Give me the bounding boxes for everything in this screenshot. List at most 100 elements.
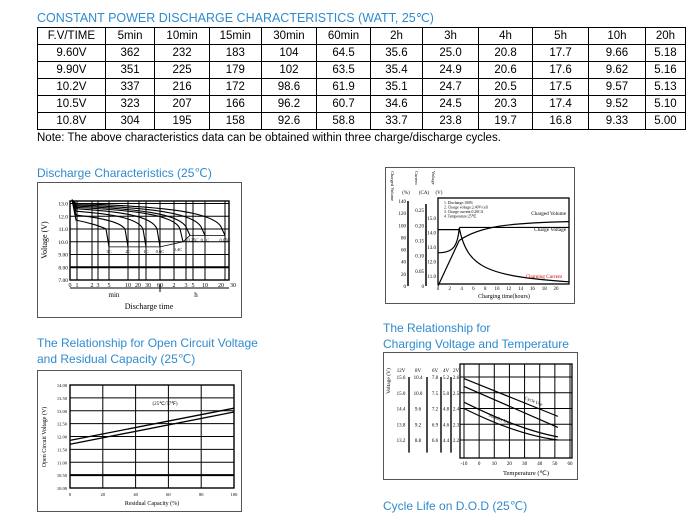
y-tick-label: 9.00 [58, 253, 68, 259]
y-tick-label: 8.00 [58, 265, 68, 271]
x-tick-label: 8 [484, 287, 487, 292]
table-cell: 98.6 [260, 78, 318, 96]
discharge-chart-svg: Voltage (V) Discharge time min h 0 1 2 3 5 10… [40, 199, 236, 311]
table-row: 10.2V 337 216 172 98.6 61.9 35.1 24.7 20.5 17.5 9.… [37, 78, 686, 96]
y-tick-label: 7.00 [58, 278, 68, 284]
x-tick-label: 10 [492, 462, 498, 467]
table-cell: 104 [260, 44, 318, 62]
table-cell: 216 [154, 78, 210, 96]
x-tick-label: 18 [542, 287, 548, 292]
table-row: 10.5V 323 207 166 96.2 60.7 34.6 24.5 20.3 17.4 9.… [37, 95, 686, 113]
table-cell: 179 [208, 61, 262, 79]
x-tick-label: 10 [125, 283, 131, 289]
x-tick-label: 2 [449, 287, 452, 292]
discharge-curve [71, 199, 147, 247]
x-axis-label: Charging time(hours) [478, 293, 530, 300]
table-cell: 5.13 [644, 78, 686, 96]
table-cell: 20.8 [478, 44, 534, 62]
cycle-use-lower [463, 385, 559, 428]
table-cell: 362 [104, 44, 156, 62]
discharge-curve [71, 199, 226, 236]
voltage-tick: 2.5 [453, 392, 460, 397]
temp-title-line2: Charging Voltage and Temperature [383, 337, 569, 351]
voltage-tick: 9.2 [415, 423, 422, 428]
axis-unit: (V) [436, 191, 443, 196]
voltage-tick: 2.4 [453, 408, 460, 413]
discharge-curve [71, 199, 206, 236]
x-tick-label: 20 [507, 462, 513, 467]
table-cell: 4h [478, 27, 534, 45]
table-cell: 63.5 [316, 61, 371, 79]
discharge-curve [71, 199, 129, 247]
voltage-tick: 4.8 [443, 408, 450, 413]
x-tick-label: 2 [173, 283, 176, 289]
y-tick-label: 12.0 [58, 214, 68, 220]
x-tick-label: 100 [231, 492, 239, 497]
x-tick-label: 40 [133, 492, 138, 497]
table-cell: 96.2 [260, 95, 318, 113]
x-tick-label: 80 [199, 492, 204, 497]
table-cell: 9.33 [588, 112, 646, 130]
x-tick-label: 20 [554, 287, 560, 292]
band-label: Cycle Use [524, 395, 543, 407]
x-tick-label: 14 [518, 287, 524, 292]
ocv-chart: Open Circuit Voltage (V) Residual Capaci… [37, 370, 242, 512]
axis-header: Voltage [431, 171, 436, 185]
column-header: 12V [397, 369, 406, 374]
voltage-tick: 10.0 [414, 392, 423, 397]
table-cell: 35.6 [369, 44, 424, 62]
voltage-tick: 14.4 [397, 408, 406, 413]
ocv-upper-line [69, 407, 235, 442]
x-tick-label: 60 [166, 492, 171, 497]
condition-text: 3. Charge current:0.20CA [444, 210, 484, 214]
table-cell: 172 [208, 78, 262, 96]
current-tick: 0 [422, 285, 425, 290]
y-tick-label: 10.00 [57, 486, 68, 491]
discharge-curve [71, 199, 191, 236]
table-cell: 20.5 [478, 78, 534, 96]
x-tick-label: 40 [537, 462, 543, 467]
table-cell: 61.9 [316, 78, 371, 96]
table-cell: 33.7 [369, 112, 424, 130]
series-label: Charge Voltage [534, 227, 567, 233]
curve-label: 0.4C [174, 247, 183, 252]
axis-unit: (%) [402, 191, 410, 196]
voltage-tick: 7.2 [432, 408, 439, 413]
table-cell: 24.9 [422, 61, 480, 79]
table-cell: 17.7 [532, 44, 590, 62]
table-cell: 5.16 [644, 61, 686, 79]
curve-label: 0.6C [156, 249, 165, 254]
column-header: 6V [432, 369, 439, 374]
current-tick: 0.15 [415, 239, 424, 244]
discharge-curve [71, 199, 110, 247]
table-cell: 5h [532, 27, 590, 45]
y-tick-label: 10.50 [57, 473, 68, 478]
end-voltage-line [109, 235, 225, 248]
table-cell: 35.1 [369, 78, 424, 96]
x-tick-label: 10 [202, 283, 208, 289]
series-label: Charging Current [526, 274, 563, 280]
table-cell: 2h [369, 27, 424, 45]
table-cell: 323 [104, 95, 156, 113]
constant-power-table: F.V/TIME 5min 10min 15min 30min 60min 2h 3h 4h 5h… [37, 27, 686, 130]
plot-frame [437, 197, 570, 285]
x-tick-label: 0 [437, 287, 440, 292]
unit-h-label: h [194, 291, 198, 299]
charging-chart-svg: Charging time(hours) Charged Volume Curre… [390, 171, 570, 300]
x-tick-label: 30 [145, 283, 151, 289]
curve-label: 1C [143, 249, 148, 254]
plot-frame [69, 384, 235, 489]
table-row: 10.8V 304 195 158 92.6 58.8 33.7 23.8 19.7 16.8 9.… [37, 112, 686, 130]
volume-tick: 140 [399, 200, 407, 205]
table-cell: 232 [154, 44, 210, 62]
volume-tick: 100 [399, 224, 407, 229]
charging-current-curve [437, 228, 570, 283]
y-tick-label: 13.50 [57, 396, 68, 401]
y-tick-label: 13.0 [58, 202, 68, 208]
charging-chart: Charging time(hours) Charged Volume Curre… [385, 167, 575, 304]
table-cell: 24.7 [422, 78, 480, 96]
x-tick-label: 20 [135, 283, 141, 289]
voltage-tick: 10.4 [414, 376, 423, 381]
condition-text: 2. Charge voltage:2.40V/cell [444, 206, 488, 210]
current-tick: 0.05 [415, 270, 424, 275]
